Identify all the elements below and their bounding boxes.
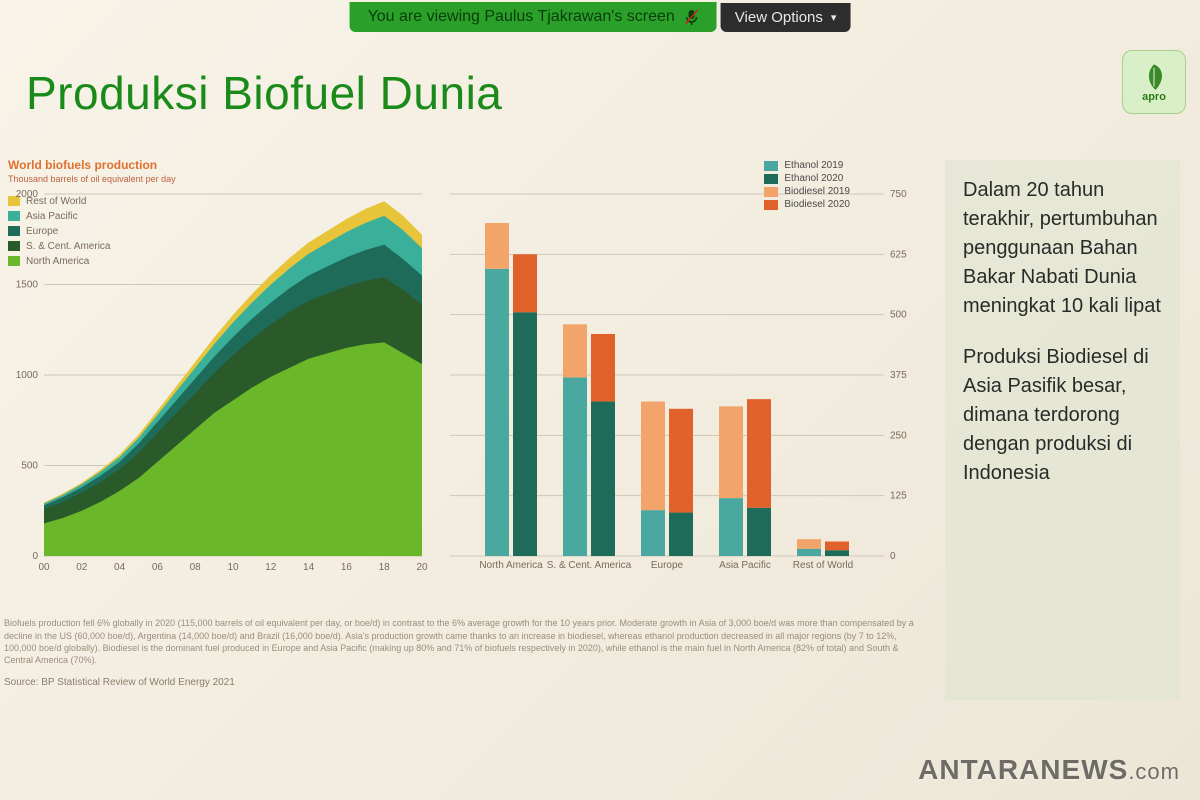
bar-segment xyxy=(513,254,537,312)
svg-text:Rest of World: Rest of World xyxy=(793,560,853,571)
brand-logo-text: apro xyxy=(1142,91,1166,103)
bar-segment xyxy=(825,550,849,556)
bar-segment xyxy=(669,513,693,556)
screenshare-topbar: You are viewing Paulus Tjakrawan's scree… xyxy=(350,0,851,34)
svg-text:0: 0 xyxy=(32,551,38,562)
bar-segment xyxy=(591,334,615,402)
bar-segment xyxy=(747,508,771,556)
svg-text:0: 0 xyxy=(890,551,896,562)
watermark-suffix: .com xyxy=(1128,759,1180,784)
chart-footnote: Biofuels production fell 6% globally in … xyxy=(4,617,920,666)
view-options-button[interactable]: View Options ▾ xyxy=(721,3,851,32)
svg-text:500: 500 xyxy=(21,461,38,472)
svg-text:Asia Pacific: Asia Pacific xyxy=(719,560,771,571)
chart-source: Source: BP Statistical Review of World E… xyxy=(4,677,235,688)
bar-chart-legend: Ethanol 2019 Ethanol 2020 Biodiesel 2019 Bi… xyxy=(764,160,850,212)
area-chart-title: World biofuels production xyxy=(8,158,157,172)
bar-segment xyxy=(797,539,821,549)
watermark-main: ANTARANEWS xyxy=(918,754,1128,785)
bar-segment xyxy=(563,324,587,377)
svg-text:20: 20 xyxy=(416,562,428,573)
svg-text:1500: 1500 xyxy=(16,280,39,291)
viewing-text: You are viewing Paulus Tjakrawan's scree… xyxy=(368,8,675,26)
svg-text:1000: 1000 xyxy=(16,370,39,381)
bar-segment xyxy=(719,498,743,556)
bar-segment xyxy=(591,402,615,556)
svg-text:375: 375 xyxy=(890,370,907,381)
bar-segment xyxy=(747,399,771,508)
bar-legend-item: Ethanol 2019 xyxy=(764,160,850,171)
svg-text:S. & Cent. America: S. & Cent. America xyxy=(547,560,632,571)
svg-text:12: 12 xyxy=(265,562,277,573)
watermark: ANTARANEWS.com xyxy=(918,754,1180,786)
svg-text:750: 750 xyxy=(890,190,907,200)
svg-text:00: 00 xyxy=(38,562,50,573)
svg-text:08: 08 xyxy=(190,562,202,573)
bar-legend-item: Biodiesel 2019 xyxy=(764,186,850,197)
svg-text:2000: 2000 xyxy=(16,190,39,200)
bar-segment xyxy=(485,223,509,269)
bar-segment xyxy=(641,510,665,556)
bar-segment xyxy=(641,402,665,511)
svg-text:14: 14 xyxy=(303,562,315,573)
svg-text:06: 06 xyxy=(152,562,164,573)
bar-segment xyxy=(797,549,821,556)
svg-text:500: 500 xyxy=(890,310,907,321)
bar-segment xyxy=(485,269,509,556)
svg-text:Europe: Europe xyxy=(651,560,684,571)
commentary-paragraph: Dalam 20 tahun terakhir, pertumbuhan pen… xyxy=(963,176,1162,321)
area-chart-subtitle: Thousand barrels of oil equivalent per d… xyxy=(8,174,176,184)
mic-muted-icon xyxy=(685,9,699,25)
view-options-label: View Options xyxy=(735,9,823,26)
chevron-down-icon: ▾ xyxy=(831,11,837,24)
svg-text:North America: North America xyxy=(479,560,543,571)
svg-text:18: 18 xyxy=(379,562,391,573)
presentation-slide: Produksi Biofuel Dunia apro World biofue… xyxy=(0,0,1200,800)
svg-text:625: 625 xyxy=(890,249,907,260)
side-commentary-panel: Dalam 20 tahun terakhir, pertumbuhan pen… xyxy=(945,160,1180,700)
commentary-paragraph: Produksi Biodiesel di Asia Pasifik besar… xyxy=(963,343,1162,488)
bar-segment xyxy=(669,409,693,513)
leaf-icon xyxy=(1137,61,1171,95)
viewing-banner: You are viewing Paulus Tjakrawan's scree… xyxy=(350,2,717,32)
bar-segment xyxy=(825,542,849,551)
brand-logo: apro xyxy=(1122,50,1186,114)
area-chart: 0 500 1000 1500 2000 00 02 04 06 08 10 12 14 16 18 20 xyxy=(0,190,430,590)
svg-text:250: 250 xyxy=(890,430,907,441)
bar-segment xyxy=(719,406,743,498)
svg-text:16: 16 xyxy=(341,562,353,573)
bar-legend-item: Ethanol 2020 xyxy=(764,173,850,184)
svg-text:02: 02 xyxy=(76,562,88,573)
charts-container: World biofuels production Thousand barre… xyxy=(0,150,930,670)
bar-segment xyxy=(513,312,537,556)
svg-text:10: 10 xyxy=(227,562,239,573)
svg-text:04: 04 xyxy=(114,562,126,573)
svg-text:125: 125 xyxy=(890,491,907,502)
bar-segment xyxy=(563,377,587,556)
page-title: Produksi Biofuel Dunia xyxy=(26,66,502,120)
bar-chart: 0 125 250 375 500 625 750 North America S. & Cen… xyxy=(440,190,930,590)
bar-legend-item: Biodiesel 2020 xyxy=(764,199,850,210)
